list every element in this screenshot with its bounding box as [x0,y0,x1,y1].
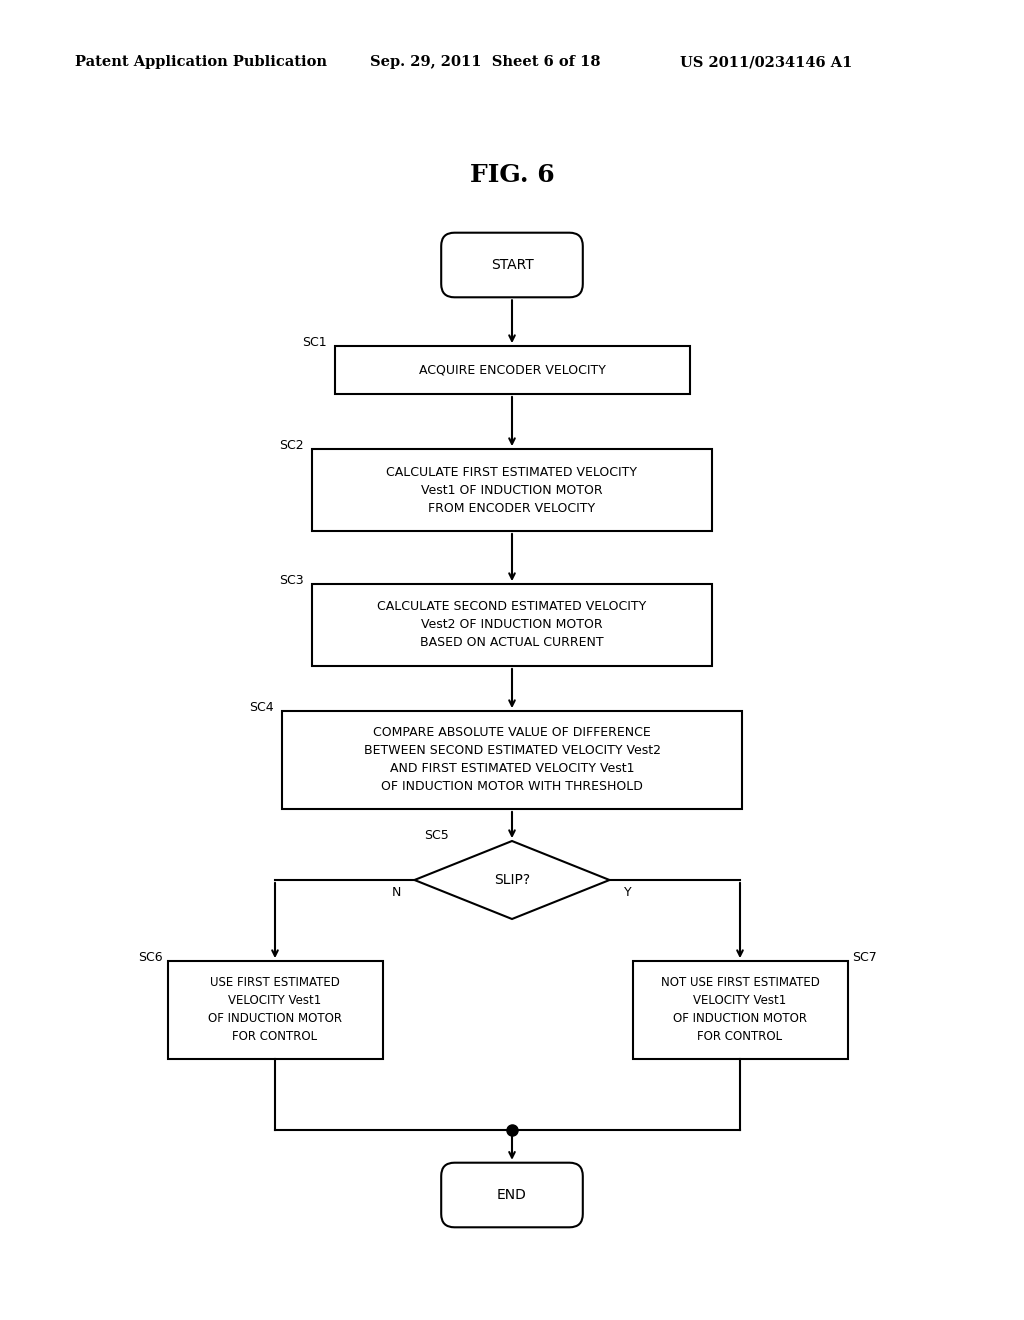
Bar [633,961,848,1059]
Bar [312,583,712,667]
Bar [282,711,742,809]
Text: CALCULATE FIRST ESTIMATED VELOCITY
Vest1 OF INDUCTION MOTOR
FROM ENCODER VELOCIT: CALCULATE FIRST ESTIMATED VELOCITY Vest1… [386,466,638,515]
Text: SC2: SC2 [280,440,304,451]
FancyBboxPatch shape [441,232,583,297]
Text: SC6: SC6 [138,950,163,964]
Text: USE FIRST ESTIMATED
VELOCITY Vest1
OF INDUCTION MOTOR
FOR CONTROL: USE FIRST ESTIMATED VELOCITY Vest1 OF IN… [208,977,342,1044]
Text: SC5: SC5 [425,829,450,842]
Text: N: N [392,886,401,899]
Text: START: START [490,257,534,272]
Text: Y: Y [624,886,632,899]
Text: Patent Application Publication: Patent Application Publication [75,55,327,69]
Text: COMPARE ABSOLUTE VALUE OF DIFFERENCE
BETWEEN SECOND ESTIMATED VELOCITY Vest2
AND: COMPARE ABSOLUTE VALUE OF DIFFERENCE BET… [364,726,660,793]
FancyBboxPatch shape [441,1163,583,1228]
Text: SC1: SC1 [302,337,327,348]
Text: CALCULATE SECOND ESTIMATED VELOCITY
Vest2 OF INDUCTION MOTOR
BASED ON ACTUAL CUR: CALCULATE SECOND ESTIMATED VELOCITY Vest… [378,601,646,649]
Bar [335,346,689,393]
Bar [312,449,712,531]
Text: SC4: SC4 [250,701,274,714]
Text: NOT USE FIRST ESTIMATED
VELOCITY Vest1
OF INDUCTION MOTOR
FOR CONTROL: NOT USE FIRST ESTIMATED VELOCITY Vest1 O… [660,977,819,1044]
Bar [168,961,383,1059]
Text: FIG. 6: FIG. 6 [470,162,554,187]
Polygon shape [415,841,609,919]
Text: SC3: SC3 [280,574,304,587]
Text: SLIP?: SLIP? [494,873,530,887]
Text: END: END [497,1188,527,1203]
Text: Sep. 29, 2011  Sheet 6 of 18: Sep. 29, 2011 Sheet 6 of 18 [370,55,600,69]
Text: SC7: SC7 [853,950,878,964]
Text: US 2011/0234146 A1: US 2011/0234146 A1 [680,55,852,69]
Text: ACQUIRE ENCODER VELOCITY: ACQUIRE ENCODER VELOCITY [419,363,605,376]
